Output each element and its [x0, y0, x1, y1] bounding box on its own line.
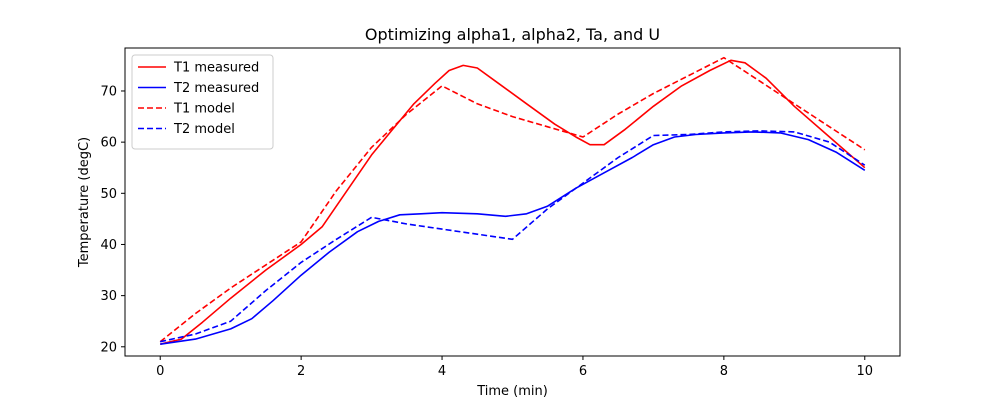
series-line-t2-model — [160, 130, 866, 343]
legend-box — [131, 54, 274, 150]
chart-title: Optimizing alpha1, alpha2, Ta, and U — [365, 25, 660, 44]
legend: T1 measured T2 measured T1 model T2 model — [131, 54, 274, 150]
legend-label: T2 model — [173, 122, 235, 137]
legend-label: T1 model — [173, 102, 235, 117]
y-tick-label: 40 — [100, 238, 117, 253]
legend-label: T2 measured — [173, 81, 259, 96]
series-line-t1-model — [159, 56, 866, 343]
y-tick-label: 50 — [100, 187, 117, 202]
y-tick-label: 70 — [100, 84, 117, 99]
x-tick-label: 6 — [579, 364, 587, 379]
series-line-t2-measured — [160, 131, 866, 345]
y-tick-label: 30 — [100, 289, 117, 304]
series-layer — [159, 56, 866, 345]
plot-area — [159, 56, 866, 345]
plot-frame — [124, 47, 901, 357]
x-tick-label: 2 — [297, 364, 305, 379]
x-axis: 0 2 4 6 8 10 — [156, 356, 873, 379]
x-tick-label: 4 — [438, 364, 446, 379]
y-axis: 20 30 40 50 60 70 — [100, 84, 125, 355]
y-axis-label: Temperature (degC) — [77, 137, 92, 268]
x-axis-label: Time (min) — [476, 384, 548, 399]
legend-label: T1 measured — [173, 61, 259, 76]
x-tick-label: 0 — [156, 364, 164, 379]
y-tick-label: 20 — [100, 340, 117, 355]
y-tick-label: 60 — [100, 136, 117, 151]
x-tick-label: 8 — [720, 364, 728, 379]
series-line-t1-measured — [160, 59, 866, 345]
x-tick-label: 10 — [856, 364, 873, 379]
